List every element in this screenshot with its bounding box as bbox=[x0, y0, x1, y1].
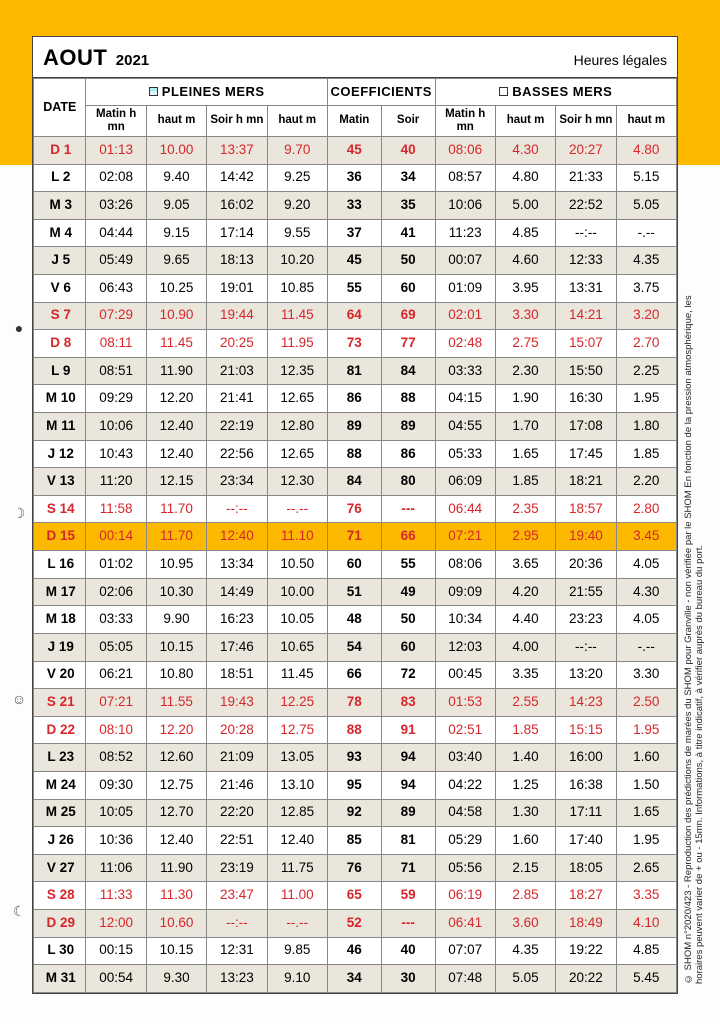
col-pm-haut1: haut m bbox=[146, 105, 206, 136]
date-cell: M 31 bbox=[34, 965, 86, 993]
date-cell: M 3 bbox=[34, 192, 86, 220]
date-cell: D 1 bbox=[34, 136, 86, 164]
date-cell: M 17 bbox=[34, 578, 86, 606]
date-cell: L 9 bbox=[34, 357, 86, 385]
table-row: M 1009:2912.2021:4112.65868804:151.9016:… bbox=[34, 385, 677, 413]
copyright-note: © SHOM n°2020/423 - Reproduction des pré… bbox=[684, 270, 710, 984]
date-cell: S 14 bbox=[34, 495, 86, 523]
table-row: V 1311:2012.1523:3412.30848006:091.8518:… bbox=[34, 468, 677, 496]
moon-phase-icon: ● bbox=[11, 321, 27, 337]
year-title: 2021 bbox=[116, 52, 149, 69]
table-row: M 2409:3012.7521:4613.10959404:221.2516:… bbox=[34, 771, 677, 799]
table-row: L 3000:1510.1512:319.85464007:074.3519:2… bbox=[34, 937, 677, 965]
table-row: S 2107:2111.5519:4312.25788301:532.5514:… bbox=[34, 689, 677, 717]
moon-phase-icon: ☺ bbox=[11, 692, 27, 708]
date-cell: L 23 bbox=[34, 744, 86, 772]
date-cell: S 28 bbox=[34, 882, 86, 910]
table-row: V 2006:2110.8018:5111.45667200:453.3513:… bbox=[34, 661, 677, 689]
date-cell: V 6 bbox=[34, 274, 86, 302]
date-cell: D 15 bbox=[34, 523, 86, 551]
table-row: L 2308:5212.6021:0913.05939403:401.4016:… bbox=[34, 744, 677, 772]
date-cell: V 20 bbox=[34, 661, 86, 689]
col-cf-matin: Matin bbox=[327, 105, 381, 136]
date-cell: M 18 bbox=[34, 606, 86, 634]
date-cell: M 25 bbox=[34, 799, 86, 827]
table-row: D 101:1310.0013:379.70454008:064.3020:27… bbox=[34, 136, 677, 164]
date-cell: L 16 bbox=[34, 551, 86, 579]
moon-phase-icon: ☽ bbox=[11, 506, 27, 522]
col-bm-soir: Soir h mn bbox=[556, 105, 616, 136]
col-pm-soir: Soir h mn bbox=[207, 105, 267, 136]
date-cell: J 19 bbox=[34, 633, 86, 661]
date-cell: M 24 bbox=[34, 771, 86, 799]
title-row: AOUT 2021 Heures légales bbox=[33, 37, 677, 78]
table-row: L 1601:0210.9513:3410.50605508:063.6520:… bbox=[34, 551, 677, 579]
col-bm-matin: Matin h mn bbox=[435, 105, 495, 136]
table-row: M 1702:0610.3014:4910.00514909:094.2021:… bbox=[34, 578, 677, 606]
table-row: M 1110:0612.4022:1912.80898904:551.7017:… bbox=[34, 413, 677, 441]
table-row: M 303:269.0516:029.20333510:065.0022:525… bbox=[34, 192, 677, 220]
moon-phase-icon: ☾ bbox=[11, 904, 27, 920]
table-row: V 2711:0611.9023:1911.75767105:562.1518:… bbox=[34, 854, 677, 882]
month-title: AOUT bbox=[43, 45, 107, 70]
date-cell: M 4 bbox=[34, 219, 86, 247]
table-row: M 3100:549.3013:239.10343007:485.0520:22… bbox=[34, 965, 677, 993]
date-cell: S 21 bbox=[34, 689, 86, 717]
date-cell: D 8 bbox=[34, 330, 86, 358]
date-cell: S 7 bbox=[34, 302, 86, 330]
table-row: L 908:5111.9021:0312.35818403:332.3015:5… bbox=[34, 357, 677, 385]
date-cell: V 13 bbox=[34, 468, 86, 496]
table-row: D 808:1111.4520:2511.95737702:482.7515:0… bbox=[34, 330, 677, 358]
table-row: D 1500:1411.7012:4011.10716607:212.9519:… bbox=[34, 523, 677, 551]
legal-time-label: Heures légales bbox=[574, 52, 667, 68]
col-cf-soir: Soir bbox=[381, 105, 435, 136]
col-pm-haut2: haut m bbox=[267, 105, 327, 136]
table-row: L 202:089.4014:429.25363408:574.8021:335… bbox=[34, 164, 677, 192]
table-row: M 1803:339.9016:2310.05485010:344.4023:2… bbox=[34, 606, 677, 634]
table-row: S 2811:3311.3023:4711.00655906:192.8518:… bbox=[34, 882, 677, 910]
date-cell: M 11 bbox=[34, 413, 86, 441]
table-row: S 1411:5811.70--:----.--76---06:442.3518… bbox=[34, 495, 677, 523]
table-row: D 2912:0010.60--:----.--52---06:413.6018… bbox=[34, 910, 677, 938]
date-cell: D 29 bbox=[34, 910, 86, 938]
col-pm-matin: Matin h mn bbox=[86, 105, 146, 136]
group-pleines: PLEINES MERS bbox=[86, 79, 327, 106]
tide-table: DATE PLEINES MERS COEFFICIENTS BASSES ME… bbox=[33, 78, 677, 993]
date-cell: M 10 bbox=[34, 385, 86, 413]
date-cell: J 5 bbox=[34, 247, 86, 275]
date-cell: J 26 bbox=[34, 827, 86, 855]
group-coef: COEFFICIENTS bbox=[327, 79, 435, 106]
date-cell: L 2 bbox=[34, 164, 86, 192]
date-cell: V 27 bbox=[34, 854, 86, 882]
high-tide-icon bbox=[149, 87, 158, 96]
table-row: D 2208:1012.2020:2812.75889102:511.8515:… bbox=[34, 716, 677, 744]
table-row: J 1210:4312.4022:5612.65888605:331.6517:… bbox=[34, 440, 677, 468]
date-cell: D 22 bbox=[34, 716, 86, 744]
date-cell: L 30 bbox=[34, 937, 86, 965]
col-bm-haut1: haut m bbox=[495, 105, 555, 136]
table-row: M 2510:0512.7022:2012.85928904:581.3017:… bbox=[34, 799, 677, 827]
tide-page: AOUT 2021 Heures légales DATE PLEINES ME… bbox=[32, 36, 678, 994]
table-row: M 404:449.1517:149.55374111:234.85--:---… bbox=[34, 219, 677, 247]
table-row: J 1905:0510.1517:4610.65546012:034.00--:… bbox=[34, 633, 677, 661]
table-row: V 606:4310.2519:0110.85556001:093.9513:3… bbox=[34, 274, 677, 302]
table-row: J 2610:3612.4022:5112.40858105:291.6017:… bbox=[34, 827, 677, 855]
table-row: J 505:499.6518:1310.20455000:074.6012:33… bbox=[34, 247, 677, 275]
date-cell: J 12 bbox=[34, 440, 86, 468]
group-basses: BASSES MERS bbox=[435, 79, 676, 106]
col-date: DATE bbox=[34, 79, 86, 137]
table-row: S 707:2910.9019:4411.45646902:013.3014:2… bbox=[34, 302, 677, 330]
col-bm-haut2: haut m bbox=[616, 105, 676, 136]
low-tide-icon bbox=[499, 87, 508, 96]
